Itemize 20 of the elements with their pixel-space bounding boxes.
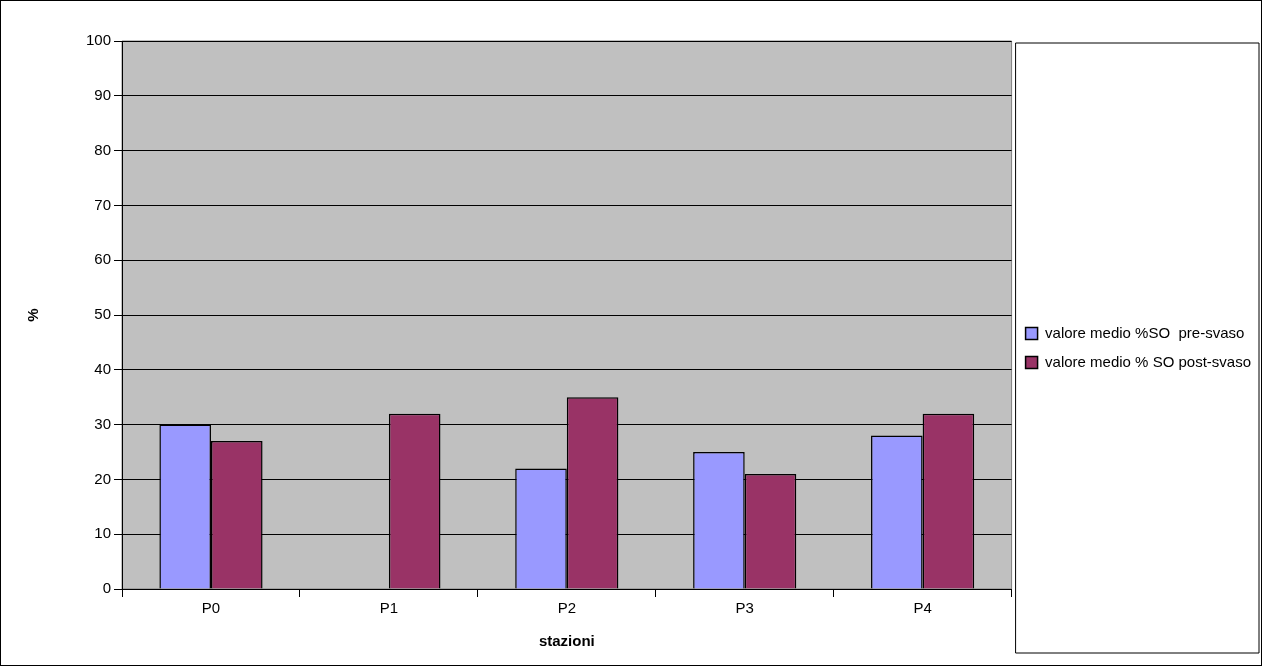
y-axis-title: % [24,308,42,322]
legend-label: valore medio % SO post-svaso [1045,352,1251,370]
x-tick-label: P4 [913,599,932,617]
y-tick-label: 20 [94,469,112,487]
y-tick-label: 60 [94,250,112,268]
y-tick-label: 50 [94,305,112,323]
x-tick-label: P0 [201,599,221,617]
y-tick-label: 10 [94,524,112,542]
legend-label: valore medio %SO pre-svaso [1045,323,1245,341]
y-tick-label: 70 [94,195,112,213]
y-tick-label: 30 [94,414,112,432]
x-tick-label: P3 [735,599,754,617]
x-axis-title: stazioni [538,632,595,650]
x-tick-label: P2 [557,599,576,617]
y-tick-label: 80 [94,140,112,158]
y-tick-label: 100 [86,31,112,49]
x-tick-label: P1 [379,599,399,617]
y-tick-label: 0 [102,579,112,597]
y-tick-label: 90 [94,85,112,103]
y-tick-label: 40 [94,359,112,377]
